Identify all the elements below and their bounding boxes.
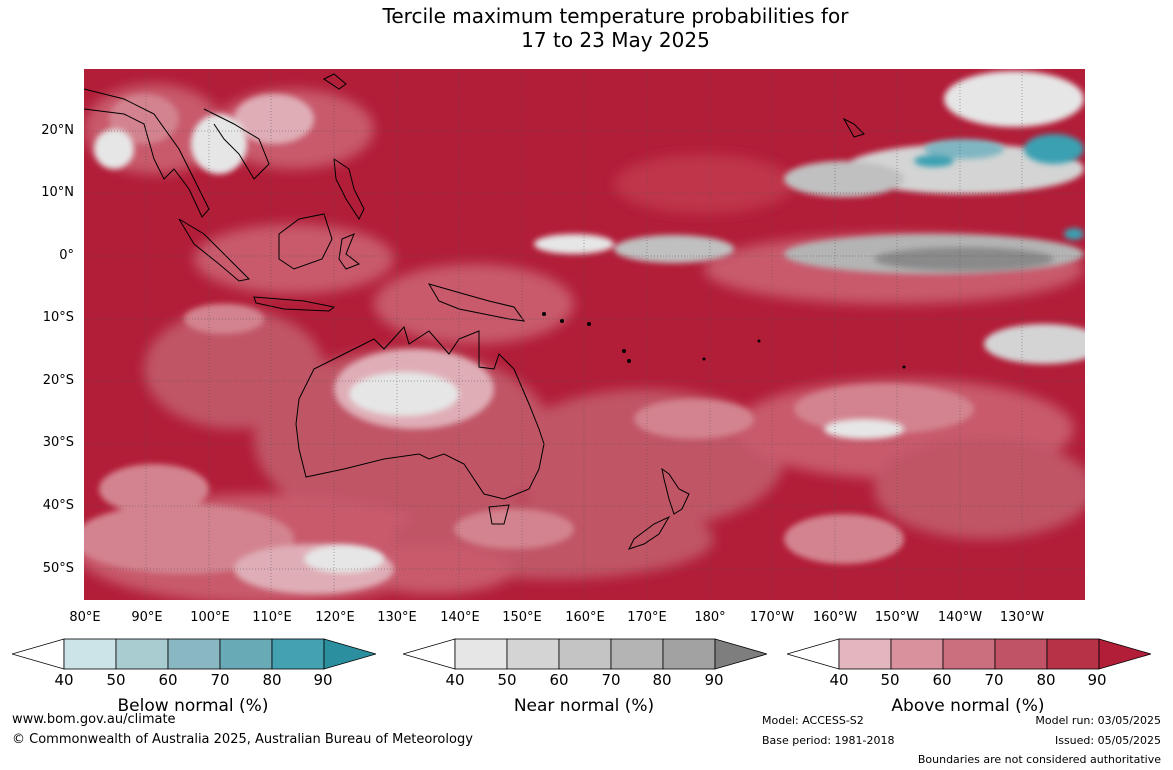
lon-label-160e: 160°E bbox=[565, 610, 605, 625]
near-tick-90: 90 bbox=[704, 671, 724, 689]
map-title: Tercile maximum temperature probabilitie… bbox=[0, 4, 1173, 52]
lon-label-180: 180° bbox=[694, 610, 726, 625]
copyright-text: © Commonwealth of Australia 2025, Austra… bbox=[12, 732, 473, 747]
model-label: Model: ACCESS-S2 bbox=[762, 714, 864, 727]
below-tick-60: 60 bbox=[158, 671, 178, 689]
lon-label-170e: 170°E bbox=[627, 610, 667, 625]
near-normal-colorbar-swatches bbox=[403, 638, 767, 670]
near-colorbar-bin-5 bbox=[662, 638, 716, 670]
near-colorbar-bin-3 bbox=[558, 638, 612, 670]
lon-label-150w: 150°W bbox=[874, 610, 920, 625]
title-line-2: 17 to 23 May 2025 bbox=[521, 28, 710, 52]
near-colorbar-bin-1 bbox=[454, 638, 508, 670]
below-tick-70: 70 bbox=[210, 671, 230, 689]
near-normal-colorbar bbox=[403, 638, 767, 670]
near-tick-70: 70 bbox=[601, 671, 621, 689]
lon-label-130w: 130°W bbox=[999, 610, 1045, 625]
above-colorbar-bin-2 bbox=[890, 638, 944, 670]
title-line-1: Tercile maximum temperature probabilitie… bbox=[382, 4, 849, 28]
below-colorbar-high-arrow bbox=[323, 638, 376, 670]
above-tick-80: 80 bbox=[1036, 671, 1056, 689]
lon-label-80e: 80°E bbox=[69, 610, 101, 625]
website-link[interactable]: www.bom.gov.au/climate bbox=[12, 712, 176, 727]
above-tick-70: 70 bbox=[984, 671, 1004, 689]
graticule bbox=[84, 69, 1085, 600]
below-normal-zones bbox=[914, 134, 1084, 240]
small-islands bbox=[542, 312, 906, 369]
near-tick-40: 40 bbox=[445, 671, 465, 689]
below-tick-40: 40 bbox=[54, 671, 74, 689]
disclaimer-text: Boundaries are not considered authoritat… bbox=[917, 753, 1161, 766]
lon-label-140e: 140°E bbox=[440, 610, 480, 625]
near-tick-50: 50 bbox=[497, 671, 517, 689]
above-normal-colorbar-swatches bbox=[787, 638, 1151, 670]
below-normal-colorbar-swatches bbox=[12, 638, 376, 670]
near-normal-title: Near normal (%) bbox=[513, 696, 655, 716]
below-colorbar-bin-5 bbox=[271, 638, 325, 670]
near-tick-80: 80 bbox=[652, 671, 672, 689]
below-colorbar-low-arrow bbox=[12, 638, 65, 670]
model-run-label: Model run: 03/05/2025 bbox=[1035, 714, 1161, 727]
above-normal-colorbar bbox=[787, 638, 1151, 670]
lat-label-50s: 50°S bbox=[42, 561, 74, 576]
near-colorbar-bin-2 bbox=[506, 638, 560, 670]
lat-label-10s: 10°S bbox=[42, 310, 74, 325]
below-normal-title: Below normal (%) bbox=[117, 696, 269, 716]
below-normal-colorbar bbox=[12, 638, 376, 670]
lon-label-160w: 160°W bbox=[812, 610, 858, 625]
base-period-label: Base period: 1981-2018 bbox=[762, 734, 895, 747]
above-colorbar-bin-3 bbox=[942, 638, 996, 670]
above-colorbar-high-arrow bbox=[1098, 638, 1151, 670]
issued-label: Issued: 05/05/2025 bbox=[1054, 734, 1161, 747]
above-tick-50: 50 bbox=[880, 671, 900, 689]
below-tick-50: 50 bbox=[106, 671, 126, 689]
below-colorbar-bin-2 bbox=[115, 638, 169, 670]
above-colorbar-bin-5 bbox=[1046, 638, 1100, 670]
near-colorbar-bin-4 bbox=[610, 638, 664, 670]
lat-label-40s: 40°S bbox=[42, 498, 74, 513]
lat-label-20s: 20°S bbox=[42, 373, 74, 388]
map-panel bbox=[84, 69, 1085, 600]
lon-label-120e: 120°E bbox=[315, 610, 355, 625]
above-colorbar-bin-4 bbox=[994, 638, 1048, 670]
near-colorbar-high-arrow bbox=[714, 638, 767, 670]
above-colorbar-low-arrow bbox=[787, 638, 840, 670]
below-tick-80: 80 bbox=[262, 671, 282, 689]
lat-label-0: 0° bbox=[59, 248, 74, 263]
below-tick-90: 90 bbox=[313, 671, 333, 689]
lon-label-130e: 130°E bbox=[377, 610, 417, 625]
lat-label-20n: 20°N bbox=[41, 123, 74, 138]
above-tick-60: 60 bbox=[932, 671, 952, 689]
below-colorbar-bin-3 bbox=[167, 638, 221, 670]
lat-label-10n: 10°N bbox=[41, 185, 74, 200]
probability-map bbox=[84, 69, 1085, 600]
lat-label-30s: 30°S bbox=[42, 435, 74, 450]
above-colorbar-bin-1 bbox=[838, 638, 892, 670]
lon-label-150e: 150°E bbox=[502, 610, 542, 625]
near-normal-zones bbox=[94, 71, 1085, 573]
above-tick-90: 90 bbox=[1087, 671, 1107, 689]
above-normal-light-zones bbox=[84, 94, 974, 594]
near-tick-60: 60 bbox=[549, 671, 569, 689]
near-colorbar-low-arrow bbox=[403, 638, 456, 670]
lon-label-90e: 90°E bbox=[131, 610, 163, 625]
above-normal-title: Above normal (%) bbox=[891, 696, 1045, 716]
lon-label-110e: 110°E bbox=[252, 610, 292, 625]
coastlines bbox=[84, 73, 865, 550]
below-colorbar-bin-4 bbox=[219, 638, 273, 670]
above-tick-40: 40 bbox=[829, 671, 849, 689]
lon-label-170w: 170°W bbox=[749, 610, 795, 625]
lon-label-140w: 140°W bbox=[937, 610, 983, 625]
lon-label-100e: 100°E bbox=[190, 610, 230, 625]
below-colorbar-bin-1 bbox=[63, 638, 117, 670]
